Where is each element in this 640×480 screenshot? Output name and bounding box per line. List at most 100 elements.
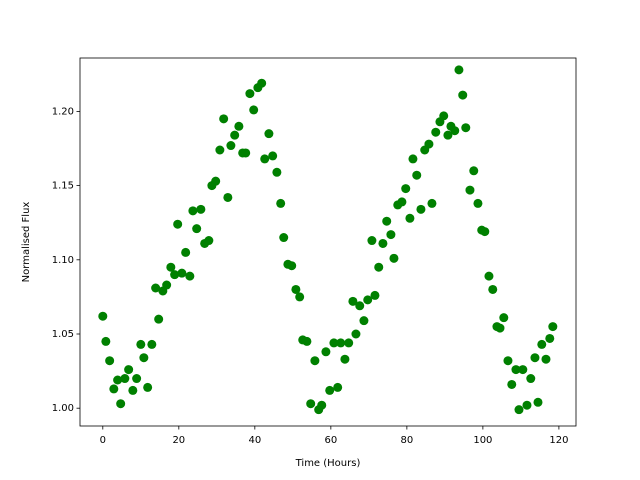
data-point	[276, 198, 286, 208]
data-point	[416, 204, 426, 214]
data-point	[310, 356, 320, 366]
data-point	[473, 198, 483, 208]
data-point	[136, 339, 146, 349]
data-point	[321, 347, 331, 357]
data-point	[249, 105, 259, 115]
data-point	[151, 283, 161, 293]
y-axis-label: Normalised Flux	[21, 202, 32, 283]
data-point	[223, 192, 233, 202]
data-point	[518, 365, 528, 375]
data-point	[370, 290, 380, 300]
data-point	[219, 114, 229, 124]
data-point	[355, 301, 365, 311]
data-point	[124, 365, 134, 375]
y-tick-label: 1.20	[52, 106, 74, 117]
data-point	[177, 268, 187, 278]
data-point	[454, 65, 464, 75]
data-point	[389, 253, 399, 263]
x-axis-label: Time (Hours)	[295, 458, 361, 469]
data-point	[302, 336, 312, 346]
data-point	[241, 148, 251, 158]
plot-frame	[79, 57, 577, 427]
data-point	[188, 206, 198, 216]
data-point	[363, 295, 373, 305]
data-point	[306, 399, 316, 409]
data-point	[264, 129, 274, 139]
data-point	[499, 313, 509, 323]
data-point	[128, 385, 138, 395]
data-point	[139, 353, 149, 363]
y-tick-label: 1.10	[52, 255, 74, 266]
data-point	[211, 176, 221, 186]
data-point	[317, 400, 327, 410]
data-point	[166, 262, 176, 272]
data-point	[260, 154, 270, 164]
data-point	[439, 111, 449, 121]
data-point	[503, 356, 513, 366]
data-point	[397, 197, 407, 207]
data-point	[113, 375, 123, 385]
data-point	[98, 311, 108, 321]
data-point	[537, 339, 547, 349]
data-point	[511, 365, 521, 375]
data-point	[226, 141, 236, 151]
data-point	[386, 230, 396, 240]
x-tick-label: 100	[473, 435, 492, 446]
data-point	[484, 271, 494, 281]
data-point	[181, 247, 191, 257]
data-point	[495, 323, 505, 333]
data-point	[533, 397, 543, 407]
data-point	[279, 233, 289, 243]
data-point	[143, 382, 153, 392]
data-point	[351, 329, 361, 339]
data-point	[329, 338, 339, 348]
data-point	[514, 405, 524, 415]
data-point	[173, 219, 183, 229]
x-tick-label: 0	[100, 435, 106, 446]
data-point	[230, 130, 240, 140]
y-tick-label: 1.00	[52, 403, 74, 414]
data-point	[268, 151, 278, 161]
data-point	[170, 270, 180, 280]
data-point	[344, 338, 354, 348]
data-point	[382, 216, 392, 226]
data-point	[101, 336, 111, 346]
data-point	[405, 213, 415, 223]
data-point	[116, 399, 126, 409]
x-tick-label: 20	[172, 435, 185, 446]
data-point	[424, 139, 434, 149]
data-point	[488, 284, 498, 294]
x-tick-label: 80	[400, 435, 413, 446]
data-point	[333, 382, 343, 392]
y-tick-label: 1.15	[52, 181, 74, 192]
data-point	[132, 374, 142, 384]
data-point	[541, 354, 551, 364]
data-point	[443, 130, 453, 140]
data-point	[154, 314, 164, 324]
data-point	[431, 127, 441, 137]
data-point	[325, 385, 335, 395]
data-point	[359, 316, 369, 326]
data-point	[401, 184, 411, 194]
data-point	[291, 284, 301, 294]
data-point	[340, 354, 350, 364]
data-point	[412, 170, 422, 180]
data-point	[147, 339, 157, 349]
data-point	[507, 379, 517, 389]
data-point	[461, 123, 471, 133]
data-point	[215, 145, 225, 155]
data-point	[374, 262, 384, 272]
data-point	[162, 280, 172, 290]
data-point	[120, 374, 130, 384]
data-point	[245, 89, 255, 99]
data-point	[257, 78, 267, 88]
data-point	[192, 224, 202, 234]
data-point	[272, 167, 282, 177]
data-point	[367, 236, 377, 246]
data-point	[530, 353, 540, 363]
x-tick-label: 120	[549, 435, 568, 446]
data-point	[185, 271, 195, 281]
data-point	[348, 296, 358, 306]
